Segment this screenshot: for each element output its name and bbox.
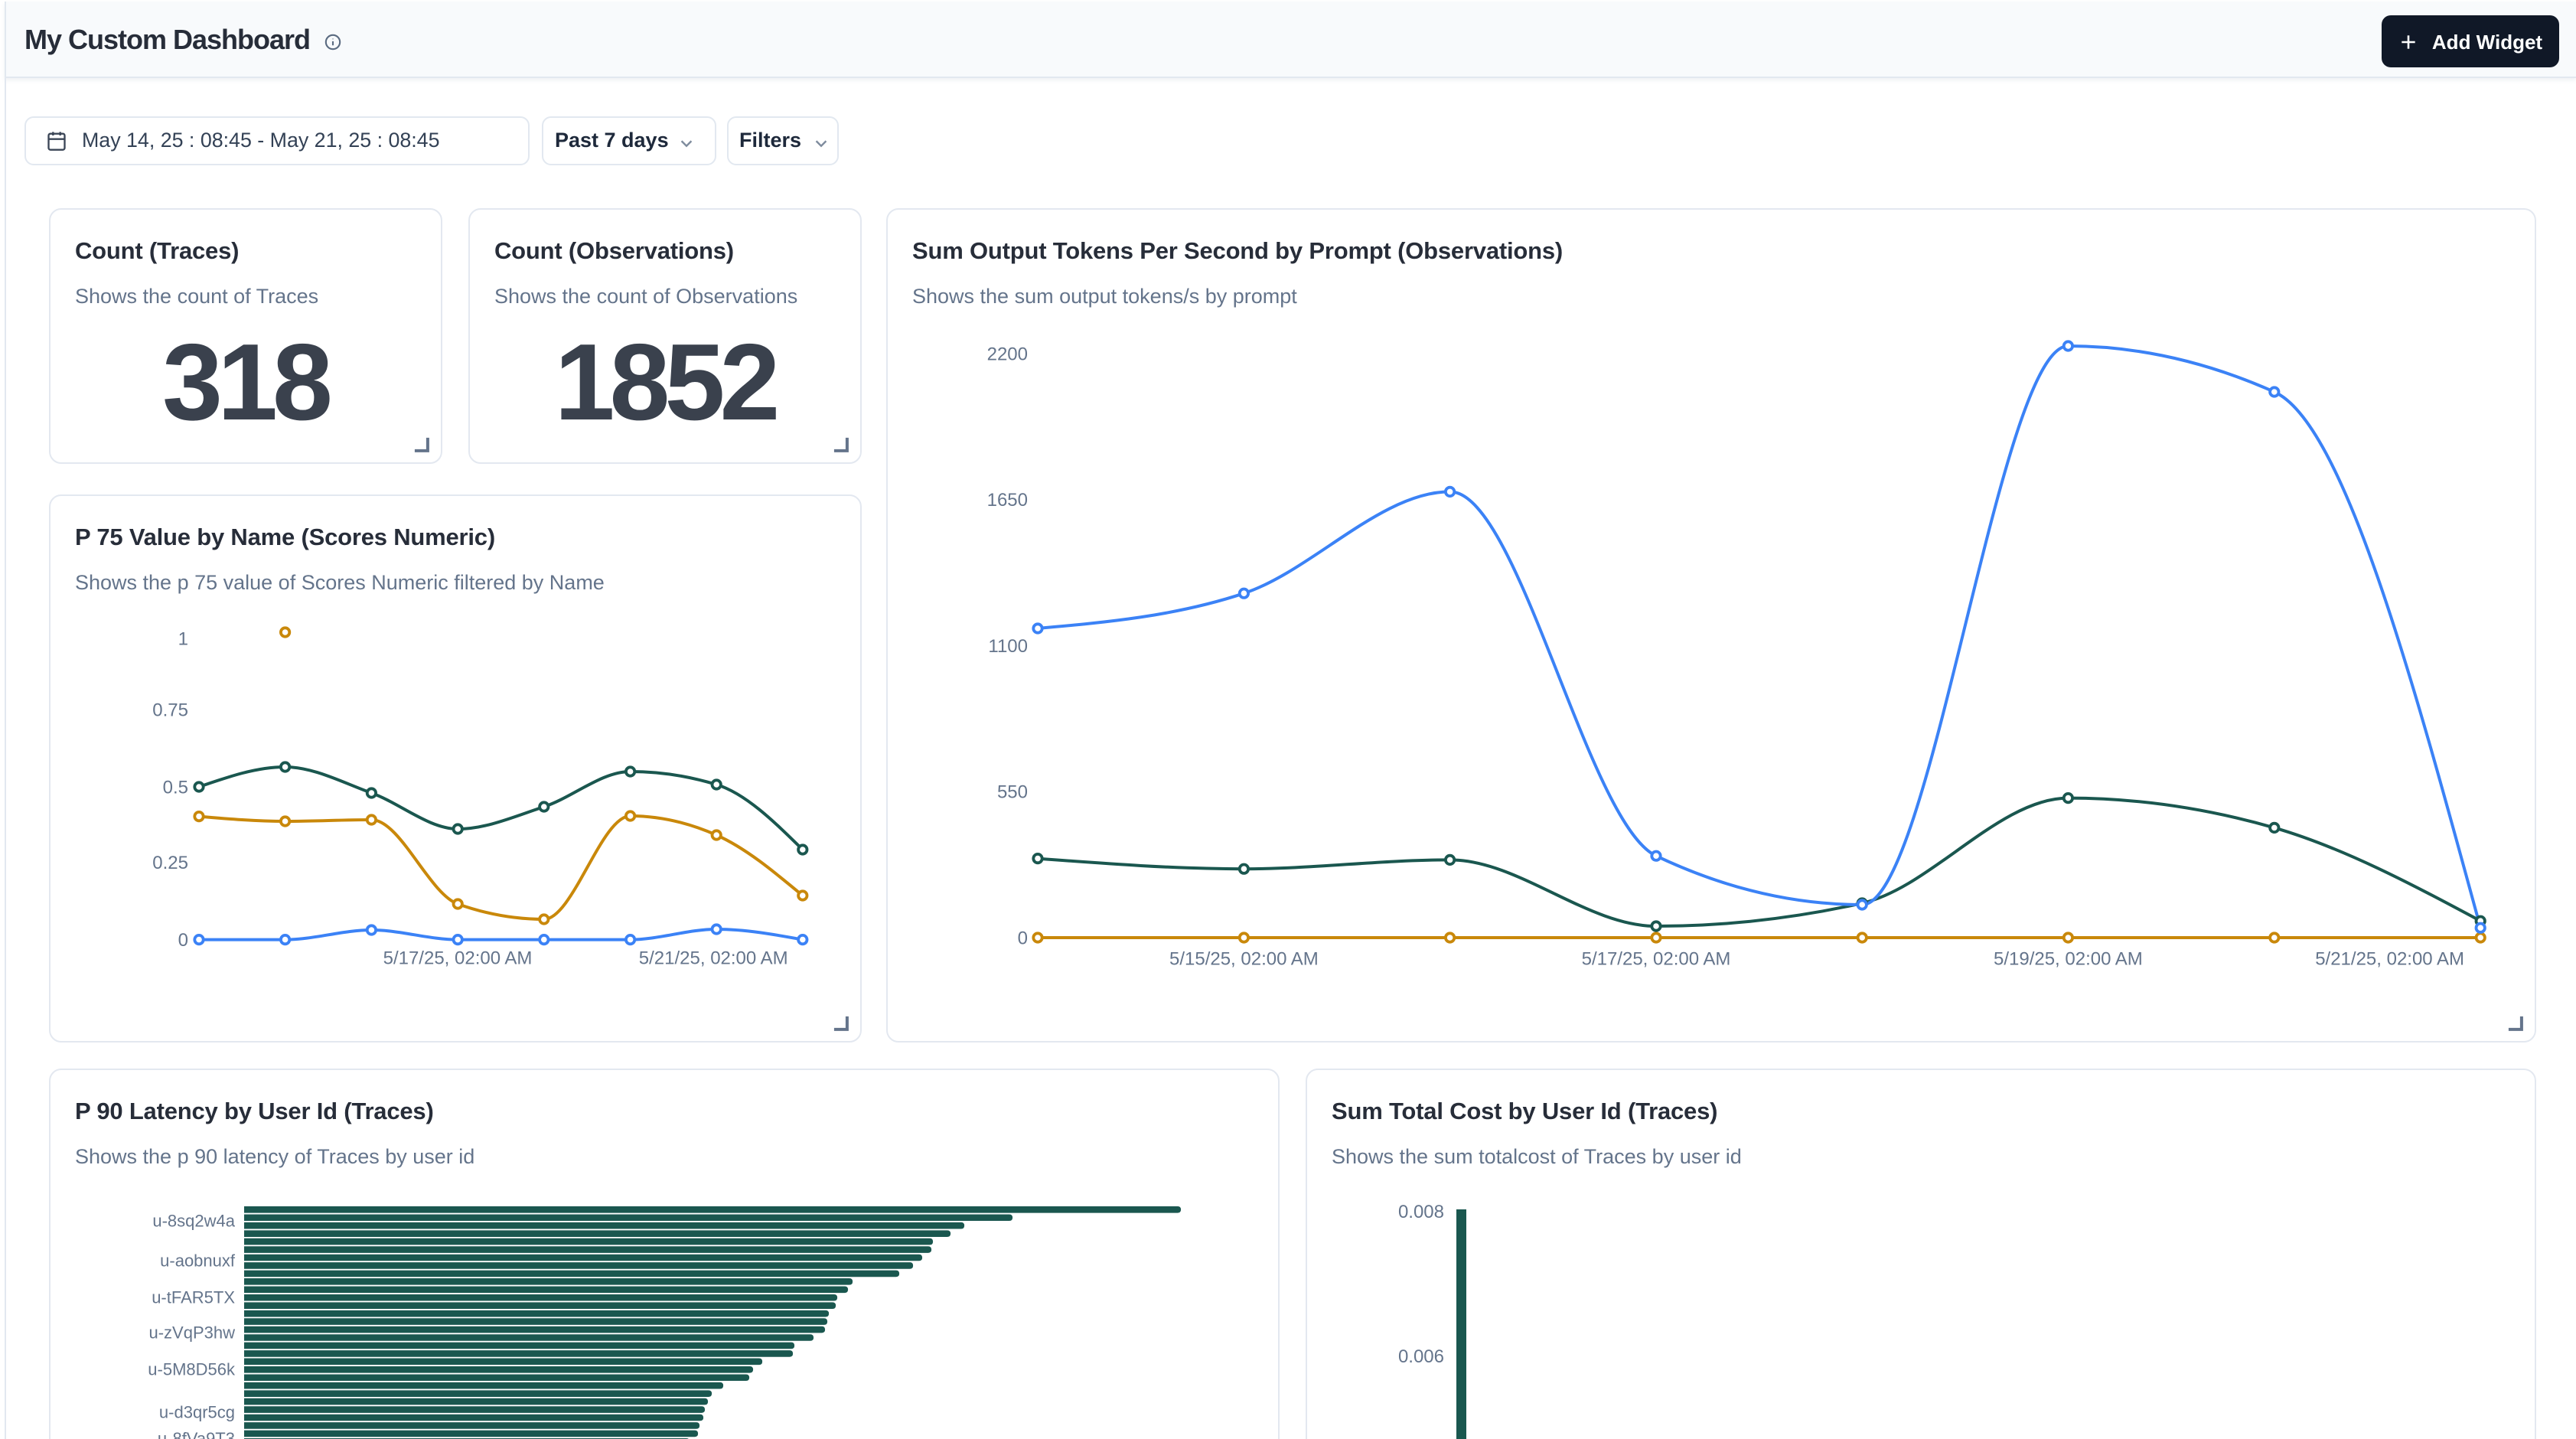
svg-text:u-zVqP3hw: u-zVqP3hw <box>148 1323 234 1343</box>
svg-text:5/21/25, 02:00 AM: 5/21/25, 02:00 AM <box>2314 948 2464 969</box>
svg-text:2200: 2200 <box>986 344 1027 364</box>
svg-text:1: 1 <box>178 628 187 649</box>
svg-text:u-aobnuxf: u-aobnuxf <box>159 1251 235 1271</box>
svg-text:1100: 1100 <box>987 636 1027 657</box>
svg-text:0: 0 <box>178 930 187 951</box>
svg-text:0.008: 0.008 <box>1397 1202 1443 1222</box>
svg-text:550: 550 <box>996 782 1027 803</box>
svg-text:5/21/25, 02:00 AM: 5/21/25, 02:00 AM <box>638 948 787 968</box>
svg-text:u-5M8D56k: u-5M8D56k <box>147 1360 235 1379</box>
svg-text:0: 0 <box>1017 928 1027 948</box>
svg-text:5/15/25, 02:00 AM: 5/15/25, 02:00 AM <box>1169 948 1318 969</box>
svg-text:u-8fVa9T3: u-8fVa9T3 <box>157 1429 234 1439</box>
svg-text:5/17/25, 02:00 AM: 5/17/25, 02:00 AM <box>1581 948 1730 969</box>
svg-text:u-8sq2w4a: u-8sq2w4a <box>152 1212 234 1231</box>
svg-text:0.006: 0.006 <box>1397 1346 1443 1367</box>
svg-text:1650: 1650 <box>986 490 1027 511</box>
svg-text:5/19/25, 02:00 AM: 5/19/25, 02:00 AM <box>1993 948 2142 969</box>
svg-text:u-tFAR5TX: u-tFAR5TX <box>151 1288 234 1307</box>
svg-text:5/17/25, 02:00 AM: 5/17/25, 02:00 AM <box>383 948 532 968</box>
svg-text:0.5: 0.5 <box>162 777 187 798</box>
svg-text:0.75: 0.75 <box>152 700 187 720</box>
svg-text:u-d3qr5cg: u-d3qr5cg <box>158 1403 234 1422</box>
svg-text:0.25: 0.25 <box>152 853 187 873</box>
